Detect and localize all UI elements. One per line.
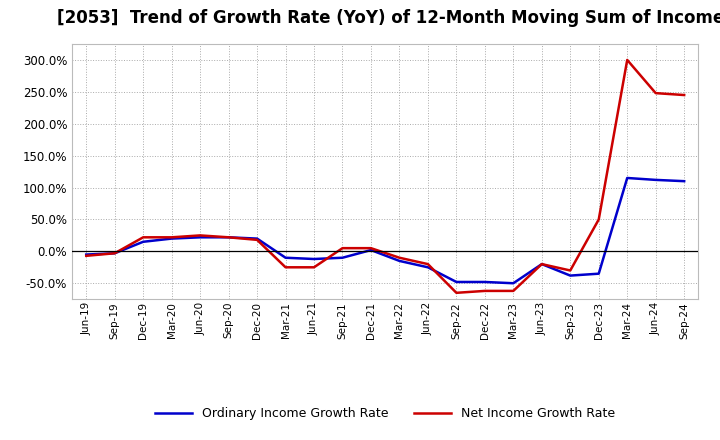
Line: Net Income Growth Rate: Net Income Growth Rate	[86, 60, 684, 293]
Net Income Growth Rate	[282, 265, 290, 270]
Net Income Growth Rate	[423, 261, 432, 267]
Ordinary Income Growth Rate	[395, 258, 404, 264]
Net Income Growth Rate	[196, 233, 204, 238]
Net Income Growth Rate	[480, 288, 489, 293]
Net Income Growth Rate	[167, 235, 176, 240]
Ordinary Income Growth Rate	[595, 271, 603, 276]
Net Income Growth Rate	[139, 235, 148, 240]
Ordinary Income Growth Rate	[253, 236, 261, 241]
Ordinary Income Growth Rate	[537, 261, 546, 267]
Net Income Growth Rate	[537, 261, 546, 267]
Ordinary Income Growth Rate	[282, 255, 290, 260]
Net Income Growth Rate	[452, 290, 461, 296]
Ordinary Income Growth Rate	[196, 235, 204, 240]
Ordinary Income Growth Rate	[110, 251, 119, 256]
Line: Ordinary Income Growth Rate: Ordinary Income Growth Rate	[86, 178, 684, 283]
Ordinary Income Growth Rate	[566, 273, 575, 278]
Ordinary Income Growth Rate	[82, 252, 91, 257]
Ordinary Income Growth Rate	[623, 175, 631, 180]
Net Income Growth Rate	[566, 268, 575, 273]
Ordinary Income Growth Rate	[338, 255, 347, 260]
Text: [2053]  Trend of Growth Rate (YoY) of 12-Month Moving Sum of Incomes: [2053] Trend of Growth Rate (YoY) of 12-…	[58, 9, 720, 27]
Net Income Growth Rate	[595, 217, 603, 222]
Net Income Growth Rate	[225, 235, 233, 240]
Net Income Growth Rate	[509, 288, 518, 293]
Net Income Growth Rate	[366, 246, 375, 251]
Ordinary Income Growth Rate	[225, 235, 233, 240]
Net Income Growth Rate	[82, 253, 91, 258]
Ordinary Income Growth Rate	[423, 265, 432, 270]
Ordinary Income Growth Rate	[167, 236, 176, 241]
Net Income Growth Rate	[253, 237, 261, 242]
Ordinary Income Growth Rate	[652, 177, 660, 183]
Ordinary Income Growth Rate	[139, 239, 148, 245]
Net Income Growth Rate	[623, 57, 631, 62]
Ordinary Income Growth Rate	[509, 281, 518, 286]
Legend: Ordinary Income Growth Rate, Net Income Growth Rate: Ordinary Income Growth Rate, Net Income …	[150, 403, 621, 425]
Ordinary Income Growth Rate	[452, 279, 461, 285]
Net Income Growth Rate	[395, 255, 404, 260]
Net Income Growth Rate	[310, 265, 318, 270]
Ordinary Income Growth Rate	[480, 279, 489, 285]
Net Income Growth Rate	[680, 92, 688, 98]
Net Income Growth Rate	[110, 251, 119, 256]
Ordinary Income Growth Rate	[310, 257, 318, 262]
Ordinary Income Growth Rate	[366, 247, 375, 253]
Net Income Growth Rate	[652, 91, 660, 96]
Net Income Growth Rate	[338, 246, 347, 251]
Ordinary Income Growth Rate	[680, 179, 688, 184]
